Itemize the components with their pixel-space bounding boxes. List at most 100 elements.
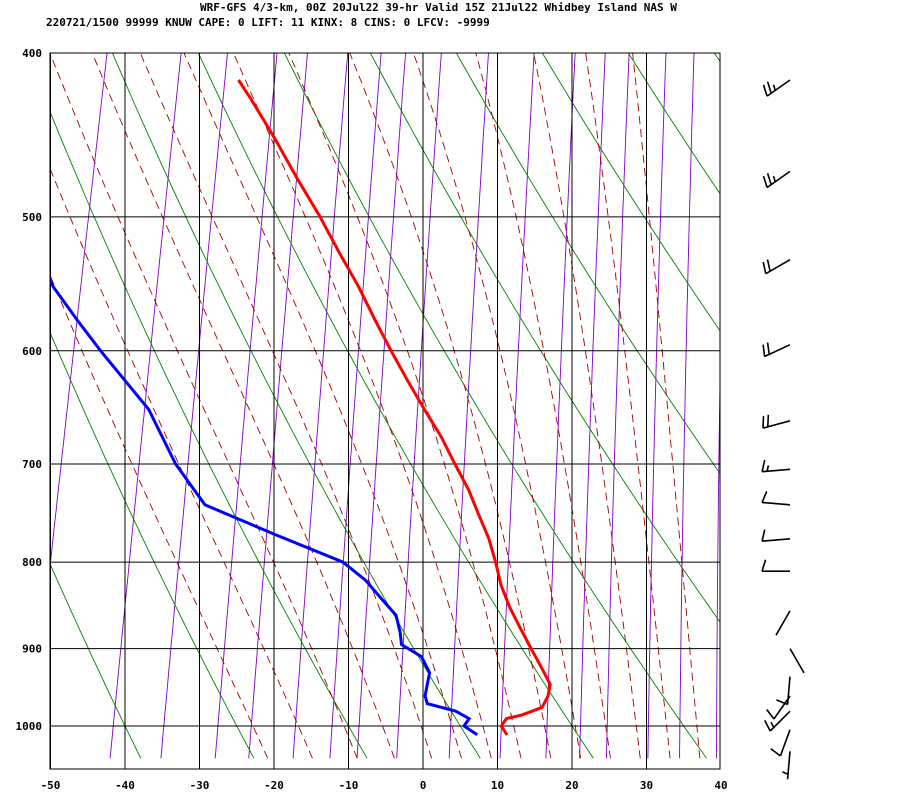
wind-barb-feather xyxy=(766,709,775,720)
moist-adiabat-line xyxy=(475,53,611,759)
wind-barb-feather xyxy=(770,748,781,757)
moist-adiabat-line xyxy=(232,53,492,759)
wind-barb xyxy=(775,610,791,636)
moist-adiabat-line xyxy=(349,53,552,759)
dry-adiabat-line xyxy=(283,53,707,759)
tick-labels: -50 -40 -30 -20 -10 0 10 20 30 40 400 500 600 700 800 9… xyxy=(16,47,728,792)
mixing-ratio-line xyxy=(679,53,695,759)
wind-barb-staff xyxy=(765,259,791,275)
mixing-ratio-line xyxy=(545,53,576,759)
wind-barb-feather xyxy=(766,259,771,272)
wind-barb-feather xyxy=(772,84,777,91)
wind-barb-feather xyxy=(763,720,771,732)
wind-barb-staff xyxy=(786,676,791,705)
wind-barb-feather xyxy=(766,465,770,472)
moist-adiabat-line xyxy=(183,53,462,759)
wind-barb-staff xyxy=(764,343,791,358)
x-tick-label: 30 xyxy=(640,779,653,792)
grid-lines xyxy=(50,53,720,769)
x-tick-label: 40 xyxy=(714,779,727,792)
x-tick-label: 10 xyxy=(491,779,504,792)
profile-traces xyxy=(50,79,552,737)
dry-adiabat-line xyxy=(880,44,900,759)
wind-barb-feather xyxy=(761,459,766,472)
mixing-ratio-line xyxy=(160,53,228,759)
wind-barb xyxy=(762,259,791,275)
dry-adiabat-line xyxy=(111,53,481,759)
wind-barb-feather xyxy=(766,342,770,355)
moist-adiabat-line xyxy=(91,53,395,759)
wind-barb-feather xyxy=(762,344,766,357)
wind-barb xyxy=(762,342,791,358)
wind-barb-staff xyxy=(766,79,791,97)
mixing-ratio-line xyxy=(214,53,278,759)
wind-barb xyxy=(761,491,791,506)
dry-adiabat-line xyxy=(455,53,720,475)
wind-barb xyxy=(766,695,791,720)
wind-barb-feather xyxy=(762,416,765,429)
mixing-ratio-line xyxy=(448,53,489,759)
wind-barb-feather xyxy=(766,81,772,94)
wind-barb xyxy=(776,676,791,706)
mixing-ratio-line xyxy=(248,53,308,759)
wind-barb-staff xyxy=(775,610,791,636)
wind-barb-feather xyxy=(761,559,767,572)
mixing-ratio-line xyxy=(579,53,606,759)
y-tick-label: 1000 xyxy=(16,720,43,733)
x-tick-label: -10 xyxy=(339,779,359,792)
header-line1: WRF-GFS 4/3-km, 00Z 20Jul22 39-hr Valid … xyxy=(200,1,677,14)
mixing-ratio-line xyxy=(50,53,108,571)
wind-barb-feather xyxy=(762,175,768,188)
moist-adiabat-line xyxy=(585,53,671,759)
header-line2: 220721/1500 99999 KNUW CAPE: 0 LIFT: 11 … xyxy=(46,16,490,29)
moist-adiabat-line xyxy=(50,273,269,759)
wind-barb-staff xyxy=(762,538,791,542)
wind-barb-staff xyxy=(762,468,791,473)
wind-barb xyxy=(762,414,791,429)
moist-adiabat-line xyxy=(412,53,582,759)
wind-barb-feather xyxy=(761,529,766,542)
wind-barb-staff xyxy=(789,648,805,674)
wind-barb-staff xyxy=(766,170,791,189)
dry-adiabat-line xyxy=(369,53,720,623)
moist-adiabat-line xyxy=(139,53,433,759)
moist-adiabat-line xyxy=(533,53,641,759)
wind-barb-staff xyxy=(762,501,791,506)
wind-barb xyxy=(762,170,791,189)
dry-adiabat-line xyxy=(50,331,255,759)
wind-barb-staff xyxy=(769,710,791,732)
mixing-ratio-line xyxy=(109,53,182,759)
moist-adiabat-line xyxy=(288,53,522,759)
x-tick-label: 20 xyxy=(565,779,578,792)
background-lines xyxy=(50,44,900,759)
x-tick-label: -40 xyxy=(115,779,135,792)
moist-adiabat-line xyxy=(632,53,701,759)
mixing-ratio-line xyxy=(499,53,535,759)
mixing-ratio-line xyxy=(754,44,760,759)
mixing-ratio-line xyxy=(605,53,630,759)
moist-adiabat-line xyxy=(50,167,313,759)
x-tick-label: -50 xyxy=(41,779,61,792)
x-tick-label: -30 xyxy=(190,779,210,792)
mixing-ratio-line xyxy=(396,53,442,759)
dry-adiabat-line xyxy=(794,44,900,759)
y-tick-label: 900 xyxy=(22,643,42,656)
wind-barb xyxy=(762,79,791,97)
mixing-ratio-line xyxy=(292,53,349,759)
y-tick-label: 700 xyxy=(22,458,42,471)
mixing-ratio-line xyxy=(716,353,720,759)
wind-barb-feather xyxy=(766,172,772,185)
wind-barb-feather xyxy=(770,721,775,728)
wind-barb-column xyxy=(761,79,805,780)
wind-barb xyxy=(761,529,791,542)
mixing-ratio-line xyxy=(329,53,382,759)
mixing-ratio-line xyxy=(356,53,407,759)
plot-frame xyxy=(49,52,721,770)
y-tick-label: 400 xyxy=(22,47,42,60)
x-tick-label: 0 xyxy=(420,779,427,792)
dry-adiabat-line xyxy=(50,110,368,759)
wind-barb-staff xyxy=(762,420,791,429)
wind-barb-feather xyxy=(762,84,768,97)
wind-barb-staff xyxy=(786,751,791,780)
